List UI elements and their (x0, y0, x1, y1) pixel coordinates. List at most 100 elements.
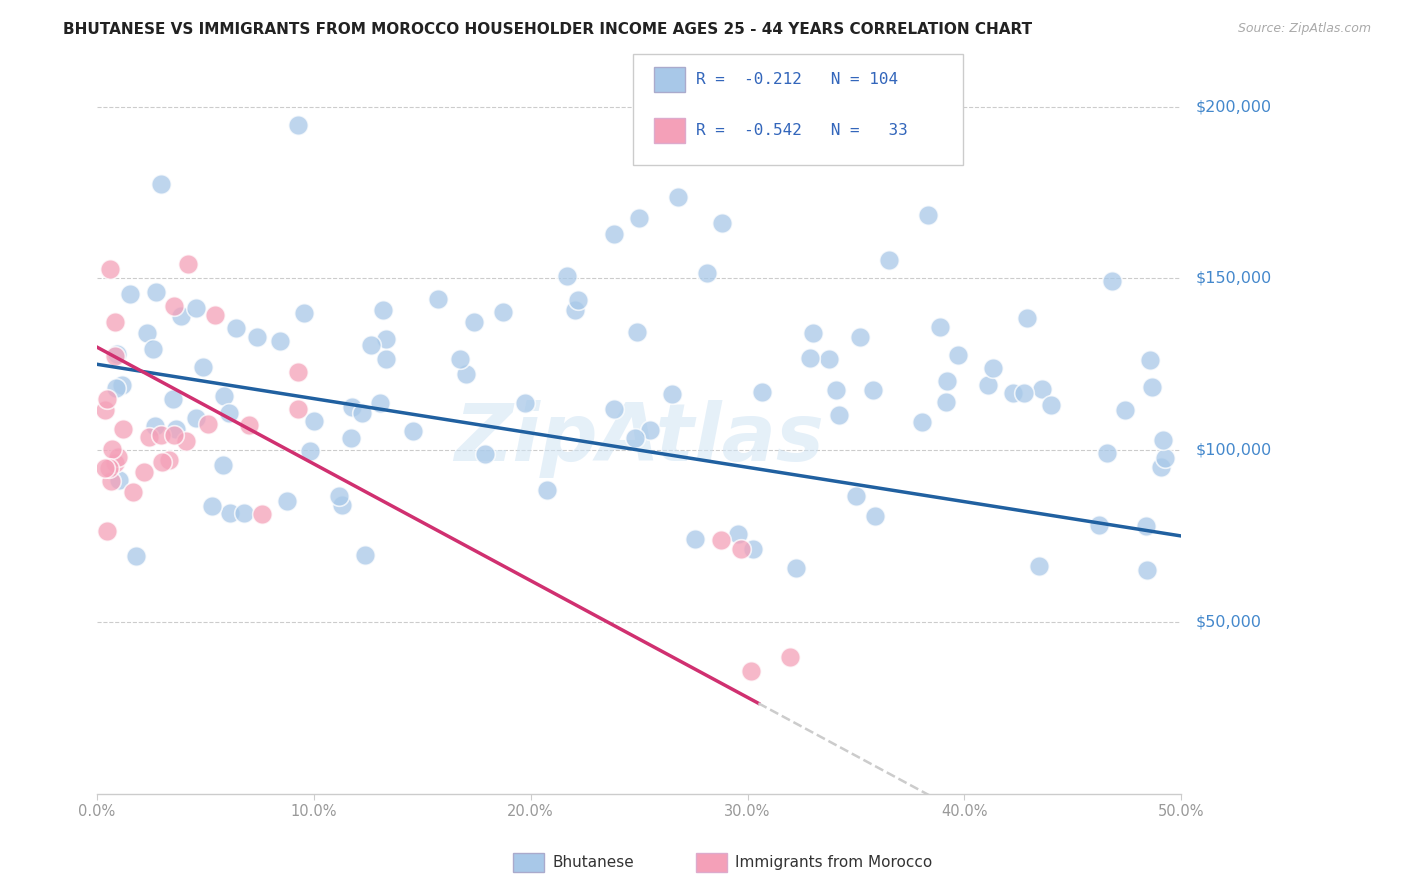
Point (107, 450, 129, 464)
Text: ZipAtlas: ZipAtlas (454, 401, 824, 478)
Point (564, 302, 586, 317)
Point (204, 308, 226, 322)
Point (176, 434, 198, 448)
Point (463, 315, 485, 329)
Point (330, 498, 353, 512)
Point (340, 400, 363, 414)
Point (122, 484, 145, 499)
Point (454, 367, 477, 381)
Point (100, 474, 122, 488)
Point (1031, 382, 1053, 396)
Point (134, 465, 156, 479)
Point (710, 533, 733, 548)
Point (818, 351, 841, 366)
Point (825, 384, 848, 398)
Point (375, 351, 398, 366)
Point (287, 365, 309, 379)
Point (186, 301, 208, 315)
Point (1012, 386, 1035, 401)
Point (298, 444, 321, 458)
Point (94, 460, 117, 475)
Point (402, 424, 425, 438)
Point (1101, 274, 1123, 288)
Point (1001, 386, 1024, 401)
Point (1017, 310, 1039, 325)
Point (567, 293, 589, 308)
Point (225, 321, 247, 335)
Point (142, 343, 165, 357)
Point (149, 177, 172, 191)
Point (232, 506, 254, 520)
Point (536, 483, 558, 497)
Point (623, 432, 645, 446)
Point (374, 332, 396, 346)
Point (935, 395, 957, 409)
Point (1152, 434, 1174, 448)
Point (125, 549, 148, 563)
Point (492, 305, 515, 319)
Point (276, 493, 298, 508)
Point (212, 389, 235, 403)
Point (111, 377, 134, 392)
Point (143, 419, 166, 434)
Point (354, 548, 377, 562)
Point (1139, 353, 1161, 368)
Point (104, 381, 127, 395)
Point (1095, 445, 1118, 459)
Point (101, 442, 124, 456)
Point (250, 507, 273, 521)
Point (845, 489, 868, 503)
Point (627, 211, 650, 226)
Text: $50,000: $50,000 (1195, 615, 1261, 630)
Point (368, 396, 391, 410)
Point (976, 378, 998, 392)
Point (371, 302, 394, 317)
Text: Bhutanese: Bhutanese (553, 855, 634, 870)
Point (877, 253, 900, 268)
Point (1114, 402, 1136, 417)
Point (166, 422, 188, 436)
Point (1135, 518, 1157, 533)
Point (742, 541, 765, 556)
Point (120, 287, 142, 301)
Point (197, 417, 219, 431)
Point (661, 387, 683, 401)
Point (779, 650, 801, 665)
Point (474, 446, 496, 460)
Point (862, 383, 884, 397)
Point (340, 431, 363, 445)
Point (730, 542, 752, 557)
Point (98, 261, 121, 276)
Point (666, 189, 689, 203)
Point (828, 408, 851, 422)
Point (801, 326, 824, 340)
Point (849, 330, 872, 344)
Point (287, 402, 309, 417)
Point (1136, 563, 1159, 577)
Point (449, 352, 471, 367)
Point (1087, 517, 1109, 532)
Point (201, 499, 224, 513)
Point (93, 403, 115, 417)
Point (246, 329, 269, 343)
Point (638, 423, 661, 437)
Point (917, 208, 939, 222)
Point (162, 427, 184, 442)
Point (727, 527, 749, 541)
Point (946, 347, 969, 361)
Text: R =  -0.212   N = 104: R = -0.212 N = 104 (696, 72, 898, 87)
Point (170, 310, 193, 324)
Point (96, 392, 118, 406)
Point (328, 489, 350, 503)
Point (799, 351, 821, 366)
Text: $200,000: $200,000 (1195, 99, 1271, 114)
Point (1150, 459, 1173, 474)
Point (711, 215, 734, 229)
Point (555, 268, 578, 283)
Point (97, 460, 120, 475)
Point (104, 349, 127, 363)
Point (685, 532, 707, 546)
Point (219, 507, 242, 521)
Point (157, 452, 180, 467)
Point (292, 306, 315, 320)
